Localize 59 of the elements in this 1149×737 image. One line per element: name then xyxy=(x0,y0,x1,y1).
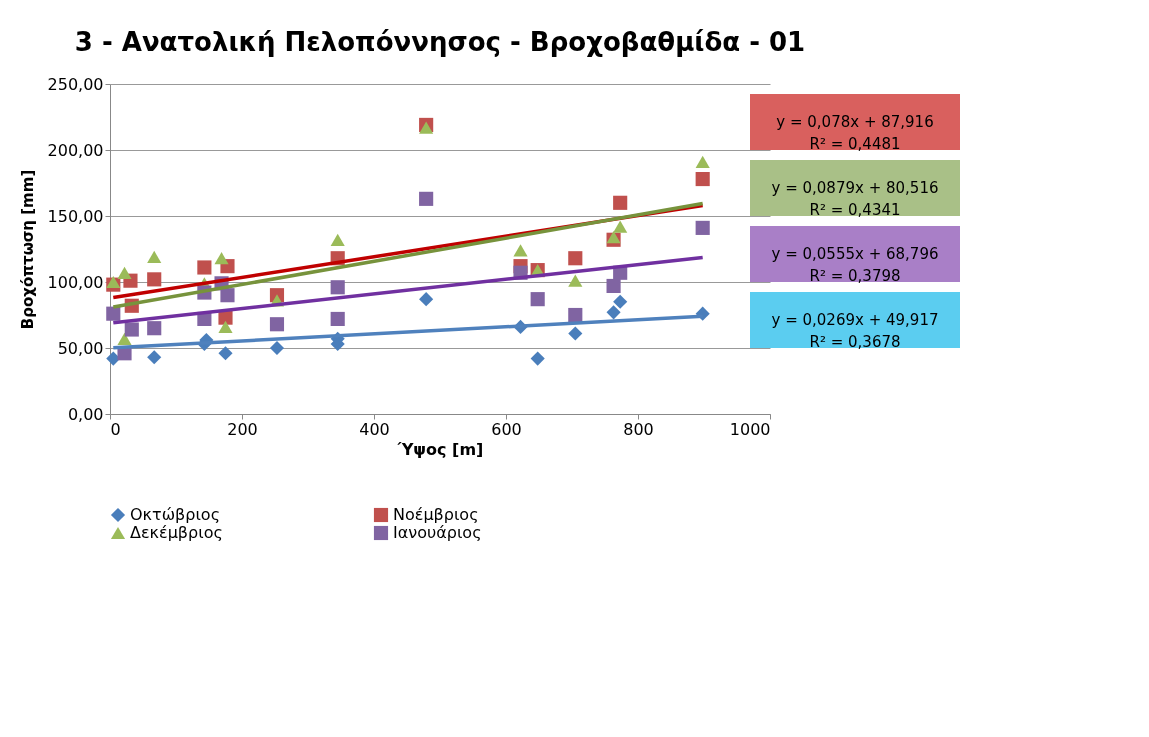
point xyxy=(214,252,229,265)
point xyxy=(124,322,139,337)
point xyxy=(513,244,528,257)
legend-label: Δεκέμβριος xyxy=(130,523,223,542)
y-axis-title: Βροχόπτωση [mm] xyxy=(18,169,37,330)
x-axis-title: Ύψος [m] xyxy=(396,439,484,459)
point xyxy=(530,351,545,366)
x-tick-label: 600 xyxy=(491,419,522,439)
point xyxy=(330,233,345,246)
point xyxy=(330,311,345,327)
y-tick-label: 100,00 xyxy=(47,272,104,292)
x-tick-label: 400 xyxy=(359,419,390,439)
point xyxy=(218,346,233,361)
point xyxy=(568,326,583,341)
point xyxy=(269,317,285,332)
y-tick-label: 250,00 xyxy=(47,74,104,94)
x-tick-label: 800 xyxy=(623,419,654,439)
point xyxy=(419,292,434,307)
point xyxy=(330,280,345,295)
point xyxy=(220,288,235,303)
point xyxy=(147,250,162,264)
point xyxy=(117,266,132,279)
text: y = 0,0269x + 49,917 R² = 0,3678 xyxy=(771,311,939,351)
point xyxy=(419,121,434,134)
y-tick-label: 50,00 xyxy=(57,338,104,358)
point xyxy=(695,220,710,235)
point xyxy=(613,294,628,309)
point xyxy=(613,195,628,210)
chart-title: 3 - Ανατολική Πελοπόννησος - Βροχοβαθμίδα - 01 xyxy=(74,27,806,57)
point xyxy=(568,251,583,266)
point xyxy=(147,272,162,287)
x-tick-label: 200 xyxy=(227,419,258,439)
legend-label: Οκτώβριος xyxy=(130,505,221,524)
point xyxy=(117,332,132,345)
point xyxy=(147,321,162,336)
point xyxy=(568,274,583,287)
point xyxy=(606,305,621,320)
y-tick-label: 0,00 xyxy=(67,404,104,424)
text: y = 0,078x + 87,916 R² = 0,4481 xyxy=(776,113,934,153)
point xyxy=(218,320,233,333)
point xyxy=(695,155,710,168)
point xyxy=(147,350,162,365)
legend-label: Ιανουάριος xyxy=(393,523,482,542)
x-tick-label: 1000 xyxy=(729,419,771,439)
point xyxy=(606,278,621,294)
point xyxy=(419,191,434,206)
point xyxy=(568,307,583,323)
point xyxy=(106,306,121,321)
point xyxy=(269,340,285,356)
x-tick-label: 0 xyxy=(110,419,121,439)
point xyxy=(695,171,710,187)
y-tick-label: 200,00 xyxy=(47,140,104,160)
text: y = 0,0555x + 68,796 R² = 0,3798 xyxy=(771,245,939,285)
legend-label: Νοέμβριος xyxy=(393,505,479,524)
point xyxy=(613,220,628,233)
text: y = 0,0879x + 80,516 R² = 0,4341 xyxy=(771,179,939,219)
y-tick-label: 150,00 xyxy=(47,206,104,226)
point xyxy=(197,260,212,275)
point xyxy=(530,292,545,307)
